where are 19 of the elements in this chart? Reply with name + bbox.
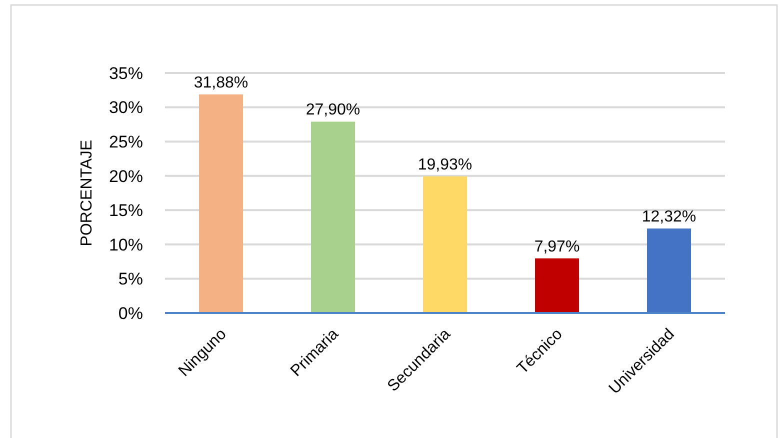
y-tick-label: 0%: [118, 304, 143, 323]
y-axis-title: PORCENTAJE: [78, 140, 96, 246]
bar: [535, 258, 579, 313]
data-label: 19,93%: [418, 156, 472, 174]
data-label: 7,97%: [534, 238, 580, 256]
data-label: 27,90%: [306, 102, 360, 119]
bar: [199, 94, 243, 313]
y-tick-label: 30%: [108, 98, 143, 118]
y-tick-label: 25%: [108, 132, 143, 152]
bar: [311, 122, 355, 313]
bar: [423, 176, 467, 313]
bar: [647, 228, 691, 313]
y-tick-label: 15%: [108, 201, 143, 220]
y-tick-label: 5%: [118, 270, 143, 289]
y-tick-label: 10%: [108, 235, 143, 254]
data-label: 31,88%: [194, 74, 248, 92]
data-label: 12,32%: [642, 208, 696, 226]
y-tick-label: 20%: [108, 166, 143, 186]
y-tick-label: 35%: [108, 64, 143, 83]
